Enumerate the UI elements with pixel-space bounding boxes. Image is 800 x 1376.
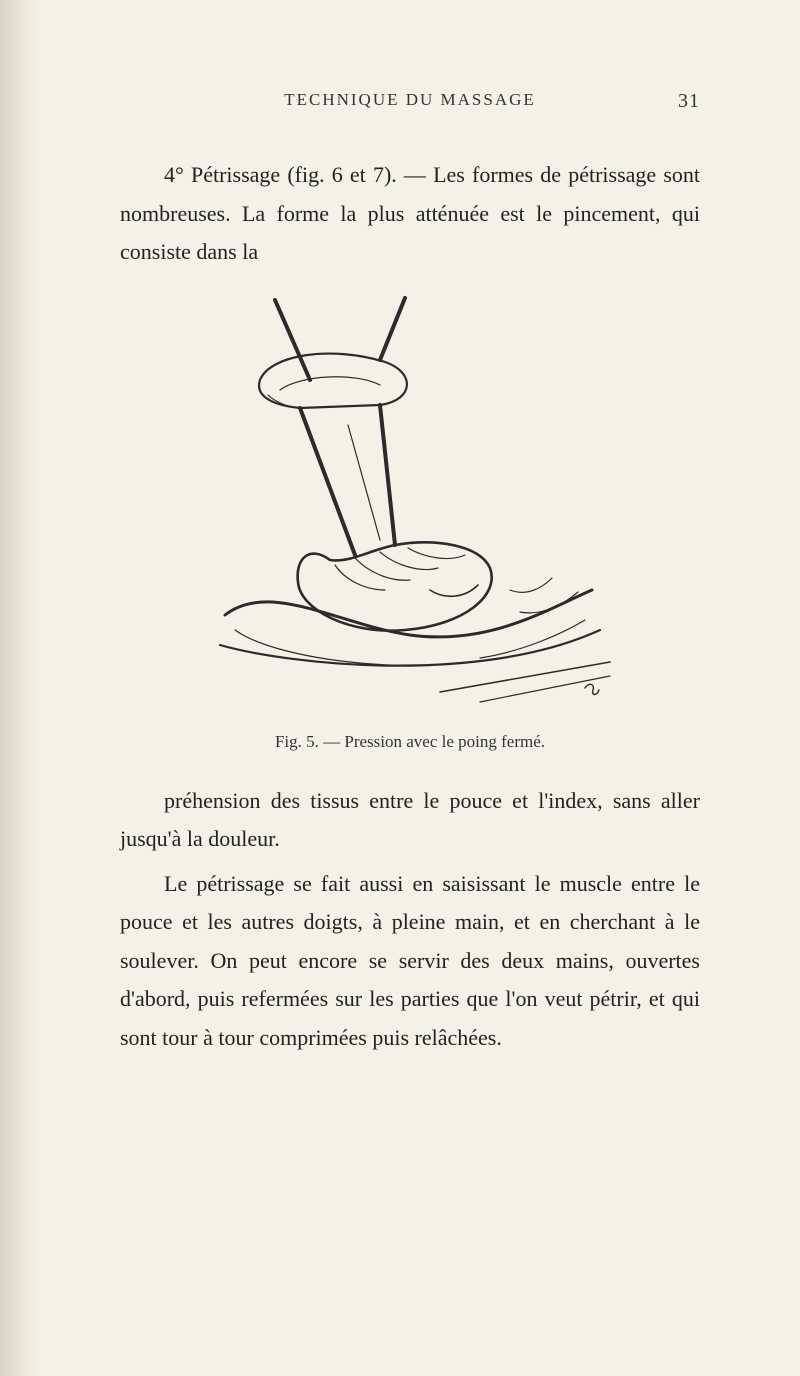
running-head: TECHNIQUE DU MASSAGE — [284, 90, 536, 110]
scanned-page: TECHNIQUE DU MASSAGE 31 4° Pétrissage (f… — [0, 0, 800, 1376]
figure-5 — [120, 290, 700, 720]
paragraph-2: préhension des tissus entre le pouce et … — [120, 782, 700, 859]
body-text-top: 4° Pétrissage (fig. 6 et 7). — Les forme… — [120, 156, 700, 272]
paragraph-3: Le pétrissage se fait aussi en saisissan… — [120, 865, 700, 1058]
page-header: TECHNIQUE DU MASSAGE 31 — [120, 90, 700, 110]
page-number: 31 — [678, 90, 700, 113]
hand-illustration — [180, 290, 640, 720]
paragraph-1: 4° Pétrissage (fig. 6 et 7). — Les forme… — [120, 156, 700, 272]
body-text-bottom: préhension des tissus entre le pouce et … — [120, 782, 700, 1058]
figure-caption: Fig. 5. — Pression avec le poing fermé. — [120, 732, 700, 752]
